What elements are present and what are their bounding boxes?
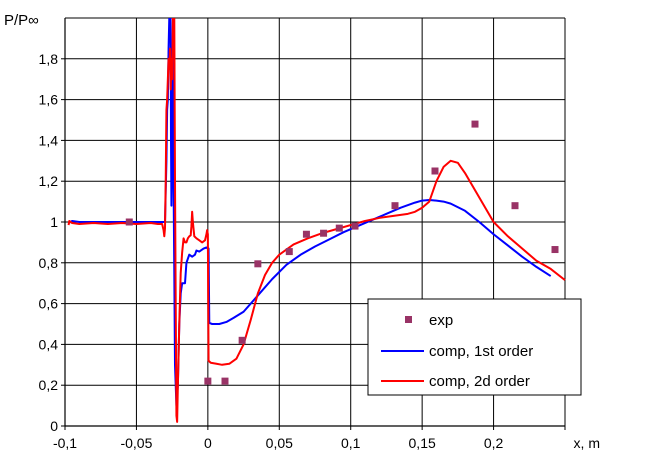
series-line-comp-1st-order [68,18,552,407]
y-tick-label: 1,8 [39,51,59,67]
exp-data-point [335,224,343,232]
series-layer [67,18,566,423]
y-tick-label: 0,2 [39,377,59,393]
x-tick-label: 0,05 [266,435,293,451]
series-line-comp-2d-order [67,18,566,423]
y-tick-label: 1,4 [39,132,59,148]
exp-data-point [320,229,328,237]
legend-marker-exp [405,316,412,323]
exp-data-point [511,202,519,210]
exp-data-point [254,260,262,268]
exp-data-point [204,377,212,385]
exp-data-point [471,120,479,128]
exp-data-point [391,202,399,210]
x-tick-label: -0,1 [53,435,77,451]
legend-label-1st-order: comp, 1st order [429,343,533,360]
x-tick-label: 0,15 [409,435,436,451]
y-tick-label: 0,6 [39,296,59,312]
x-tick-label: 0 [204,435,212,451]
legend-box [367,298,582,396]
exp-data-point [238,336,246,344]
y-tick-label: 0,4 [39,336,59,352]
x-tick-label: -0,05 [120,435,152,451]
exp-data-point [351,222,359,230]
legend-label-2d-order: comp, 2d order [429,373,530,390]
y-tick-label: 1 [50,214,58,230]
tick-labels: -0,1 -0,05 0 0,05 0,1 0,15 0,2 x, m 0 0,2 0,4 0,6 0,… [39,51,600,451]
legend: exp comp, 1st order comp, 2d order [367,298,582,396]
exp-data-point [221,377,229,385]
exp-data-point [551,246,559,254]
y-tick-label: 1,6 [39,92,59,108]
y-tick-label: 0 [50,418,58,434]
legend-label-exp: exp [429,312,453,329]
x-tick-label: 0,1 [341,435,361,451]
exp-data-point [302,230,310,238]
y-tick-label: 0,8 [39,255,59,271]
axes [61,18,566,430]
y-tick-label: 1,2 [39,173,59,189]
exp-data-point [285,248,293,256]
x-axis-label: x, m [574,435,600,451]
x-tick-label: 0,2 [484,435,504,451]
exp-data-point [431,167,439,175]
y-axis-label: P/P∞ [4,12,39,29]
exp-data-point [125,218,133,226]
